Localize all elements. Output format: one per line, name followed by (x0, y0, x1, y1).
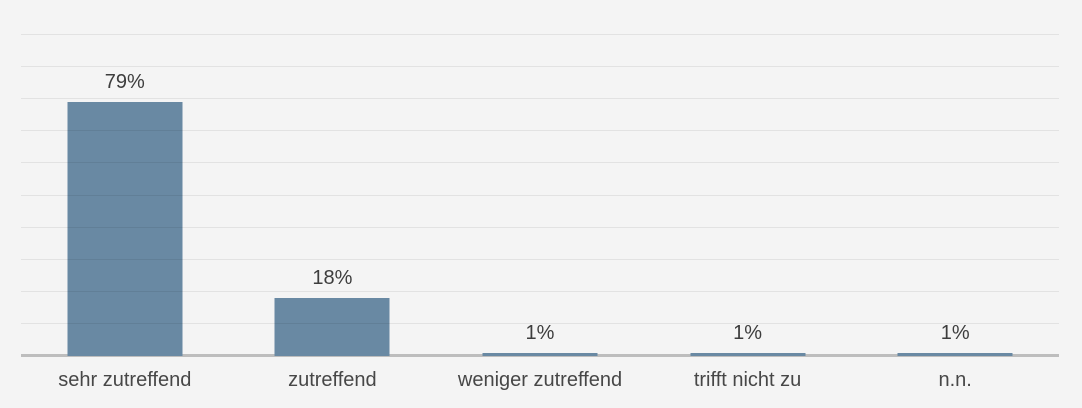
category-label: weniger zutreffend (457, 369, 623, 391)
bar-slot: 79% (21, 35, 229, 356)
bar-slot: 1% (644, 35, 852, 356)
value-label: 79% (104, 71, 145, 94)
value-label: 18% (312, 267, 353, 290)
category-labels-row: sehr zutreffend zutreffend weniger zutreff… (21, 368, 1059, 392)
plot-area: 79% 18% 1% 1% 1% (21, 34, 1059, 357)
bar (274, 298, 390, 356)
value-label: 1% (733, 321, 763, 344)
category-label: n.n. (938, 369, 972, 391)
bars-container: 79% 18% 1% 1% 1% (21, 35, 1059, 356)
category-label: zutreffend (288, 369, 377, 391)
value-label: 1% (525, 321, 555, 344)
value-label: 1% (940, 321, 970, 344)
category-label: sehr zutreffend (58, 369, 192, 391)
bar (690, 352, 806, 356)
category-label: trifft nicht zu (693, 369, 802, 391)
bar (67, 102, 183, 356)
bar (897, 352, 1013, 356)
bar (482, 352, 598, 356)
bar-slot: 1% (436, 35, 644, 356)
bar-slot: 18% (229, 35, 437, 356)
bar-slot: 1% (851, 35, 1059, 356)
